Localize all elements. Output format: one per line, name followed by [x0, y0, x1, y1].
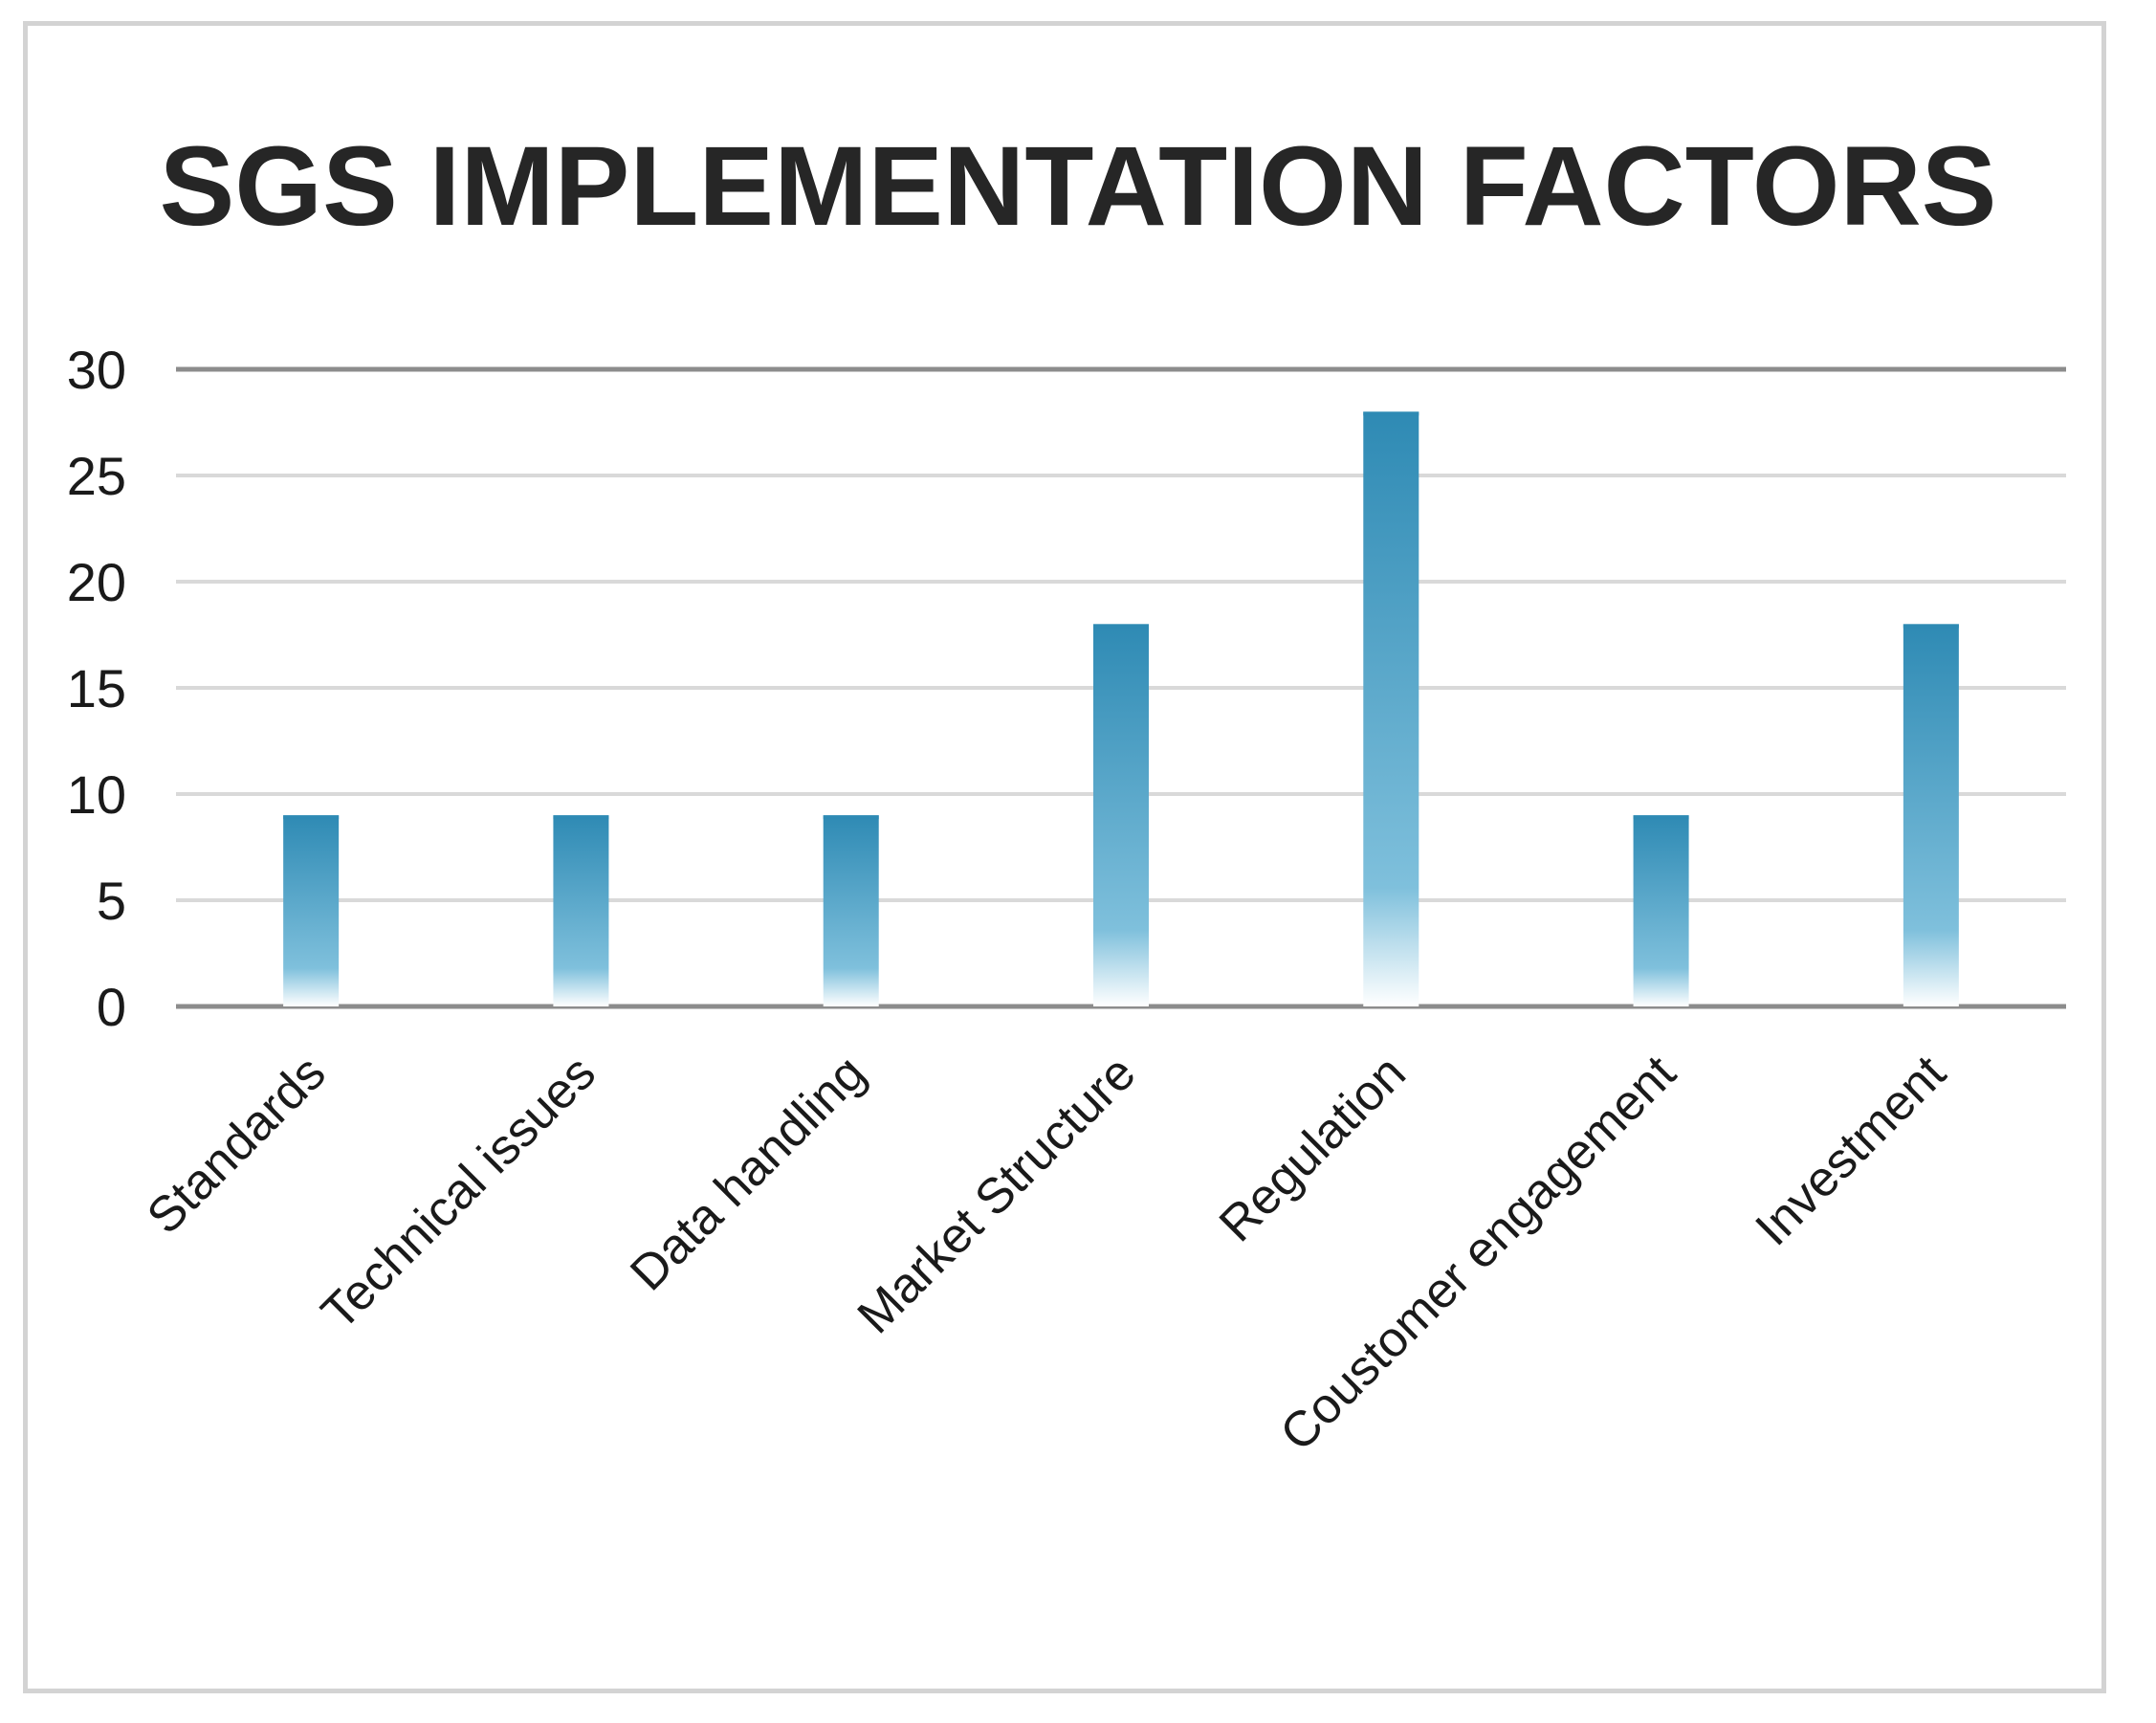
y-tick-label: 20 [67, 552, 126, 612]
bar-investment [1903, 624, 1959, 1006]
bar-technical-issues [553, 815, 609, 1006]
bar-market-structure [1093, 624, 1149, 1006]
bar-regulation [1363, 411, 1419, 1006]
x-tick-label: Regulation [1209, 1045, 1417, 1252]
y-tick-label: 30 [67, 340, 126, 400]
x-tick-label: Data handling [620, 1045, 876, 1301]
y-tick-label: 25 [67, 446, 126, 506]
x-tick-label: Market Structure [847, 1045, 1147, 1344]
chart-frame [23, 21, 2106, 1693]
x-tick-label: Technical issues [311, 1045, 606, 1340]
x-tick-label: Investment [1745, 1045, 1956, 1256]
bar-coustomer-engagement [1633, 815, 1689, 1006]
y-tick-label: 15 [67, 658, 126, 718]
bar-data-handling [823, 815, 879, 1006]
chart-title: SGS IMPLEMENTATION FACTORS [160, 123, 1997, 250]
x-tick-label: Standards [137, 1045, 337, 1245]
y-tick-label: 0 [97, 977, 126, 1037]
y-tick-label: 5 [97, 871, 126, 931]
bar-standards [283, 815, 340, 1006]
y-tick-label: 10 [67, 764, 126, 825]
